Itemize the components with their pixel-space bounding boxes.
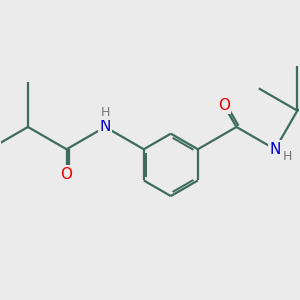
Text: O: O	[61, 167, 73, 182]
Text: N: N	[100, 119, 111, 134]
Text: H: H	[100, 106, 110, 118]
Text: O: O	[218, 98, 230, 112]
Text: H: H	[283, 150, 292, 163]
Text: N: N	[269, 142, 281, 157]
